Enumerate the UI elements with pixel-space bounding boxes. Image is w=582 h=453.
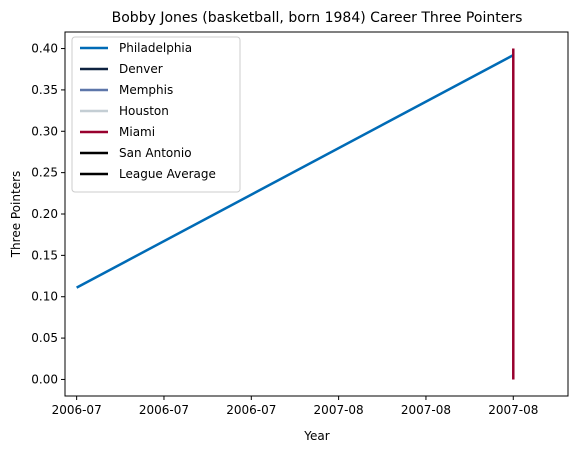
series-line-philadelphia bbox=[76, 54, 514, 289]
x-tick-label: 2007-08 bbox=[401, 403, 451, 417]
legend: Philadelphia Denver Memphis Houston Miami San… bbox=[71, 36, 241, 193]
legend-label: Miami bbox=[119, 125, 155, 139]
y-tick-label: 0.05 bbox=[31, 331, 58, 345]
x-tick-label: 2006-07 bbox=[52, 403, 102, 417]
y-tick-label: 0.10 bbox=[31, 290, 58, 304]
y-tick-label: 0.15 bbox=[31, 248, 58, 262]
y-tick-label: 0.00 bbox=[31, 372, 58, 386]
y-tick-label: 0.30 bbox=[31, 124, 58, 138]
legend-label: Denver bbox=[119, 62, 163, 76]
y-axis-label: Three Pointers bbox=[9, 171, 23, 259]
chart-title: Bobby Jones (basketball, born 1984) Care… bbox=[112, 10, 523, 26]
y-tick-label: 0.25 bbox=[31, 166, 58, 180]
x-tick-label: 2007-08 bbox=[488, 403, 538, 417]
x-tick-label: 2007-08 bbox=[314, 403, 364, 417]
x-axis-label: Year bbox=[303, 429, 329, 443]
legend-label: Memphis bbox=[119, 83, 173, 97]
legend-box bbox=[71, 36, 241, 193]
x-tick-label: 2006-07 bbox=[226, 403, 276, 417]
legend-label: Houston bbox=[119, 104, 169, 118]
y-tick-label: 0.35 bbox=[31, 83, 58, 97]
y-tick-label: 0.40 bbox=[31, 42, 58, 56]
x-tick-label: 2006-07 bbox=[139, 403, 189, 417]
legend-label: San Antonio bbox=[119, 146, 192, 160]
y-tick-label: 0.20 bbox=[31, 207, 58, 221]
legend-label: Philadelphia bbox=[119, 41, 192, 55]
legend-label: League Average bbox=[119, 167, 216, 181]
